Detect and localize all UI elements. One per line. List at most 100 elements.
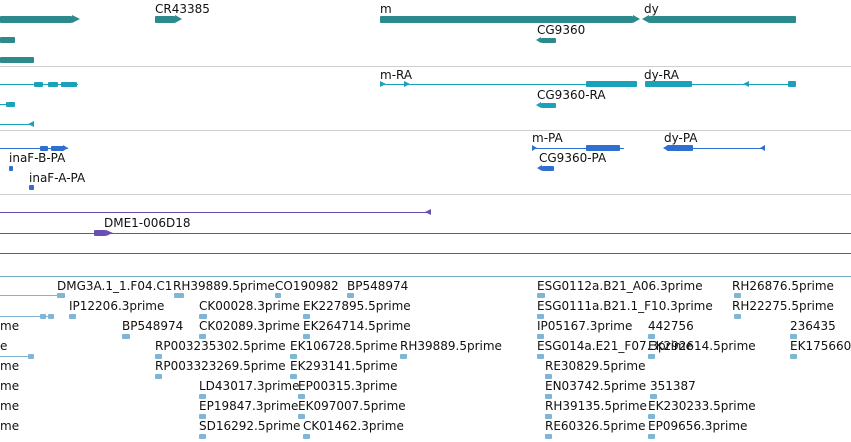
est-label: EK227895.5prime bbox=[303, 299, 411, 313]
protein-cg9360-pa-exon[interactable] bbox=[542, 166, 554, 171]
est-feature[interactable] bbox=[199, 394, 206, 399]
protein-m-pa-exon[interactable] bbox=[586, 145, 620, 151]
gene-cg9360-arrow-icon bbox=[536, 37, 541, 43]
est-feature[interactable] bbox=[537, 314, 544, 319]
clone-line-3 bbox=[0, 253, 851, 254]
est-feature[interactable] bbox=[174, 293, 184, 298]
est-feature[interactable] bbox=[199, 314, 207, 319]
est-label: CK00028.3prime bbox=[199, 299, 300, 313]
gene-feature-dy[interactable] bbox=[649, 16, 796, 23]
protein-dy-pa-line bbox=[693, 148, 765, 149]
est-label: EP00315.3prime bbox=[298, 379, 398, 393]
gene-dy-arrow-icon bbox=[642, 15, 649, 23]
est-feature[interactable] bbox=[275, 293, 281, 298]
est-feature[interactable] bbox=[648, 334, 655, 339]
est-feature[interactable] bbox=[69, 314, 76, 319]
est-label: CK02089.3prime bbox=[199, 319, 300, 333]
est-label: LD43017.3prime bbox=[199, 379, 300, 393]
est-label: RH22275.5prime bbox=[732, 299, 834, 313]
est-line bbox=[0, 316, 54, 317]
est-feature[interactable] bbox=[199, 414, 206, 419]
est-feature[interactable] bbox=[734, 314, 741, 319]
est-feature[interactable] bbox=[545, 374, 552, 379]
est-feature[interactable] bbox=[290, 354, 297, 359]
est-line bbox=[0, 356, 34, 357]
track-divider bbox=[0, 130, 851, 131]
transcript-m-ra-exon-block[interactable] bbox=[586, 81, 608, 87]
est-feature[interactable] bbox=[303, 314, 310, 319]
est-feature[interactable] bbox=[734, 293, 741, 298]
est-feature[interactable] bbox=[545, 394, 552, 399]
est-feature[interactable] bbox=[790, 354, 797, 359]
est-feature[interactable] bbox=[537, 334, 544, 339]
est-feature[interactable] bbox=[537, 293, 545, 298]
clone-label-dme1-006d18: DME1-006D18 bbox=[104, 216, 191, 230]
est-feature[interactable] bbox=[790, 334, 797, 339]
est-feature[interactable] bbox=[199, 434, 206, 439]
est-label: DMG3A.1_1.F04.C1 bbox=[57, 279, 173, 293]
est-feature[interactable] bbox=[122, 334, 130, 339]
est-feature[interactable] bbox=[290, 374, 297, 379]
gene-feature-cg9360[interactable] bbox=[541, 38, 556, 43]
est-feature[interactable] bbox=[28, 354, 34, 359]
est-feature[interactable] bbox=[347, 293, 354, 298]
est-label: ESG0112a.B21_A06.3prime bbox=[537, 279, 703, 293]
transcript-m-ra-mid-icon bbox=[404, 81, 410, 87]
est-label: 351387 bbox=[650, 379, 696, 393]
est-feature[interactable] bbox=[155, 374, 162, 379]
transcript-m-ra-exon-end[interactable] bbox=[604, 81, 637, 87]
transcript-left-exon-1[interactable] bbox=[34, 82, 43, 87]
est-feature[interactable] bbox=[400, 354, 407, 359]
gene-track: CR43385 m dy CG9360 bbox=[0, 0, 851, 66]
protein-m-pa-start-icon bbox=[532, 145, 537, 151]
protein-cg9360-pa-icon bbox=[537, 165, 542, 171]
transcript-m-ra-start-icon bbox=[380, 81, 386, 87]
est-label: me bbox=[0, 379, 20, 393]
protein-inaf-b-exon-1[interactable] bbox=[40, 146, 48, 151]
clone-dme1-006d18-block[interactable] bbox=[94, 230, 106, 236]
est-feature[interactable] bbox=[298, 394, 305, 399]
est-feature[interactable] bbox=[648, 434, 655, 439]
transcript-left-exon-2[interactable] bbox=[48, 82, 58, 87]
gene-feature-left-3[interactable] bbox=[0, 57, 34, 63]
est-feature[interactable] bbox=[298, 414, 305, 419]
est-label: RH26876.5prime bbox=[732, 279, 834, 293]
est-label: RP003235302.5prime bbox=[155, 339, 286, 353]
protein-inaf-b-exon-2[interactable] bbox=[51, 146, 64, 151]
est-feature[interactable] bbox=[650, 394, 657, 399]
gene-feature-cr43385[interactable] bbox=[155, 16, 175, 23]
est-feature[interactable] bbox=[545, 434, 552, 439]
est-feature[interactable] bbox=[48, 314, 54, 319]
transcript-cg9360-ra-exon[interactable] bbox=[541, 103, 556, 108]
est-feature[interactable] bbox=[648, 354, 655, 359]
gene-feature-m[interactable] bbox=[380, 16, 633, 23]
est-feature[interactable] bbox=[40, 314, 46, 319]
gene-feature-left[interactable] bbox=[0, 16, 72, 23]
est-feature[interactable] bbox=[199, 334, 206, 339]
transcript-left-exon-3[interactable] bbox=[61, 82, 77, 87]
est-feature[interactable] bbox=[57, 293, 65, 298]
est-feature[interactable] bbox=[155, 354, 162, 359]
est-feature[interactable] bbox=[545, 414, 552, 419]
est-label: EP19847.3prime bbox=[199, 399, 299, 413]
est-feature[interactable] bbox=[303, 434, 310, 439]
protein-dy-pa-exon[interactable] bbox=[667, 145, 693, 151]
est-label: EK106728.5prime bbox=[290, 339, 398, 353]
protein-label-m-pa: m-PA bbox=[532, 131, 563, 145]
transcript-dy-ra-exon-end[interactable] bbox=[788, 81, 796, 87]
gene-feature-left-arrow-icon bbox=[72, 15, 80, 23]
est-feature[interactable] bbox=[303, 334, 310, 339]
gene-feature-left-2[interactable] bbox=[0, 37, 15, 43]
transcript-left-exon-4[interactable] bbox=[6, 102, 15, 107]
est-feature[interactable] bbox=[537, 354, 544, 359]
track-divider bbox=[0, 276, 851, 277]
est-feature[interactable] bbox=[648, 414, 655, 419]
protein-m-pa-line bbox=[532, 148, 624, 149]
clone-dme1-006d18-icon bbox=[106, 230, 113, 236]
protein-inaf-a[interactable] bbox=[29, 185, 34, 190]
transcript-dy-ra-exon[interactable] bbox=[645, 81, 692, 87]
est-label: BP548974 bbox=[122, 319, 184, 333]
est-label: RE30829.5prime bbox=[545, 359, 646, 373]
protein-small-left[interactable] bbox=[9, 166, 13, 171]
